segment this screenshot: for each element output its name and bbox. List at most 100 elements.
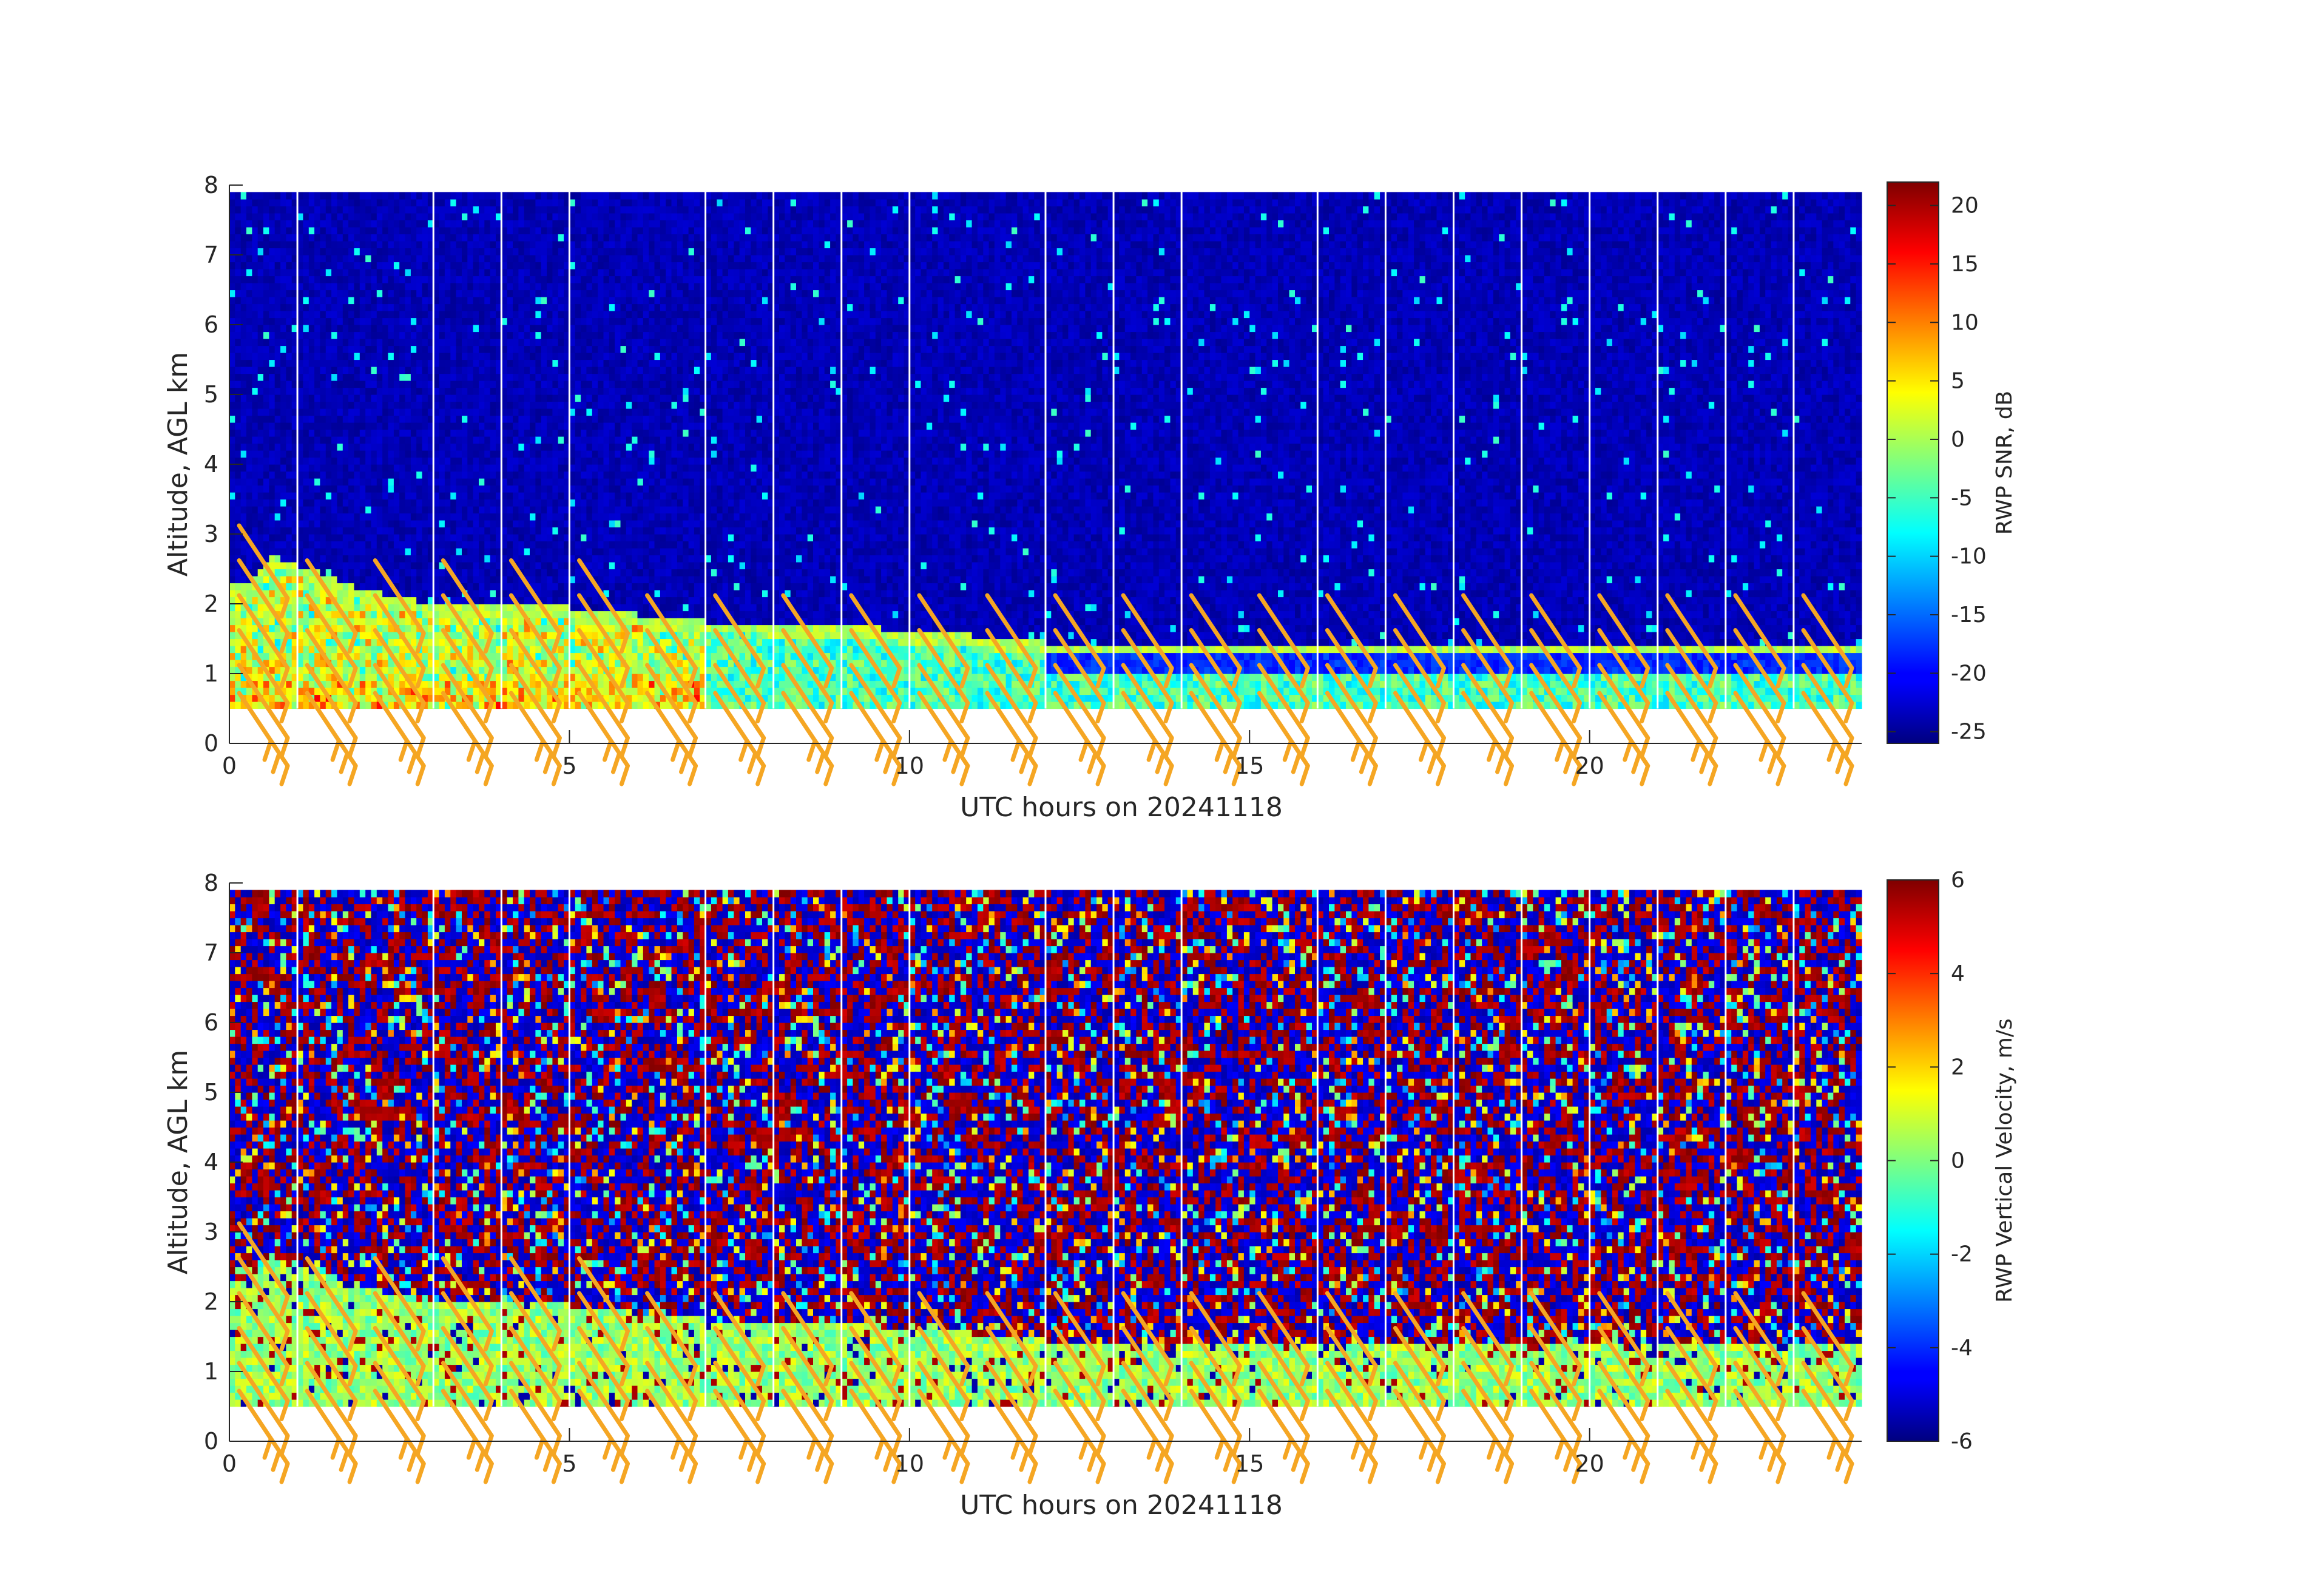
heatmap-cell bbox=[558, 276, 564, 283]
heatmap-cell bbox=[462, 269, 468, 277]
heatmap-cell bbox=[297, 289, 303, 297]
heatmap-cell bbox=[246, 583, 252, 590]
heatmap-cell bbox=[337, 283, 343, 291]
heatmap-cell bbox=[416, 387, 423, 395]
heatmap-cell bbox=[569, 325, 576, 333]
heatmap-cell bbox=[371, 610, 377, 618]
heatmap-cell bbox=[291, 569, 298, 577]
heatmap-cell bbox=[320, 241, 326, 249]
heatmap-cell bbox=[541, 694, 547, 702]
heatmap-cell bbox=[456, 394, 462, 402]
heatmap-cell bbox=[524, 646, 530, 654]
heatmap-cell bbox=[462, 220, 468, 228]
heatmap-cell bbox=[484, 618, 491, 626]
heatmap-cell bbox=[575, 527, 581, 535]
heatmap-cell bbox=[235, 638, 242, 646]
heatmap-cell bbox=[286, 283, 292, 291]
heatmap-cell bbox=[376, 618, 383, 626]
heatmap-cell bbox=[314, 632, 320, 640]
heatmap-cell bbox=[286, 331, 292, 339]
heatmap-cell bbox=[456, 206, 462, 214]
heatmap-cell bbox=[240, 269, 247, 277]
heatmap-cell bbox=[359, 429, 366, 437]
heatmap-cell bbox=[552, 408, 559, 416]
heatmap-cell bbox=[524, 367, 530, 374]
heatmap-cell bbox=[325, 359, 332, 367]
heatmap-cell bbox=[365, 485, 372, 493]
heatmap-cell bbox=[535, 303, 542, 311]
heatmap-cell bbox=[575, 241, 581, 249]
heatmap-cell bbox=[303, 353, 309, 360]
heatmap-cell bbox=[376, 436, 383, 444]
heatmap-cell bbox=[462, 569, 468, 577]
heatmap-cell bbox=[325, 331, 332, 339]
heatmap-cell bbox=[422, 555, 428, 563]
heatmap-cell bbox=[320, 408, 326, 416]
heatmap-cell bbox=[388, 227, 394, 235]
heatmap-cell bbox=[479, 610, 485, 618]
heatmap-cell bbox=[422, 289, 428, 297]
heatmap-cell bbox=[490, 492, 496, 500]
heatmap-cell bbox=[450, 353, 457, 360]
heatmap-cell bbox=[371, 471, 377, 479]
heatmap-cell bbox=[308, 213, 315, 221]
heatmap-cell bbox=[598, 303, 604, 311]
heatmap-cell bbox=[314, 513, 320, 521]
heatmap-cell bbox=[592, 562, 598, 570]
heatmap-cell bbox=[342, 331, 349, 339]
heatmap-cell bbox=[462, 394, 468, 402]
heatmap-cell bbox=[444, 367, 451, 374]
heatmap-cell bbox=[581, 534, 587, 542]
heatmap-cell bbox=[382, 527, 389, 535]
heatmap-cell bbox=[382, 199, 389, 207]
heatmap-cell bbox=[337, 450, 343, 458]
heatmap-cell bbox=[325, 227, 332, 235]
heatmap-cell bbox=[496, 660, 502, 668]
heatmap-cell bbox=[592, 527, 598, 535]
heatmap-cell bbox=[388, 471, 394, 479]
heatmap-cell bbox=[524, 311, 530, 319]
heatmap-cell bbox=[286, 478, 292, 486]
heatmap-cell bbox=[439, 331, 445, 339]
heatmap-cell bbox=[314, 387, 320, 395]
heatmap-cell bbox=[444, 457, 451, 465]
heatmap-cell bbox=[552, 311, 559, 319]
heatmap-cell bbox=[376, 520, 383, 528]
heatmap-cell bbox=[558, 429, 564, 437]
heatmap-cell bbox=[427, 408, 434, 416]
heatmap-cell bbox=[388, 297, 394, 305]
heatmap-cell bbox=[473, 317, 479, 325]
heatmap-cell bbox=[240, 359, 247, 367]
heatmap-cell bbox=[598, 283, 604, 291]
heatmap-cell bbox=[558, 478, 564, 486]
heatmap-cell bbox=[541, 513, 547, 521]
heatmap-cell bbox=[354, 234, 360, 242]
heatmap-cell bbox=[240, 680, 247, 688]
heatmap-cell bbox=[263, 527, 269, 535]
heatmap-cell bbox=[547, 206, 553, 214]
heatmap-cell bbox=[257, 471, 264, 479]
heatmap-cell bbox=[462, 674, 468, 681]
heatmap-cell bbox=[558, 660, 564, 668]
heatmap-cell bbox=[581, 415, 587, 423]
heatmap-cell bbox=[513, 276, 519, 283]
heatmap-cell bbox=[320, 289, 326, 297]
heatmap-cell bbox=[257, 450, 264, 458]
heatmap-cell bbox=[286, 583, 292, 590]
heatmap-cell bbox=[291, 213, 298, 221]
heatmap-cell bbox=[496, 289, 502, 297]
heatmap-cell bbox=[359, 680, 366, 688]
heatmap-cell bbox=[399, 443, 406, 451]
heatmap-cell bbox=[513, 583, 519, 590]
heatmap-cell bbox=[609, 646, 615, 654]
heatmap-cell bbox=[263, 513, 269, 521]
heatmap-cell bbox=[291, 660, 298, 668]
heatmap-cell bbox=[535, 213, 542, 221]
heatmap-cell bbox=[240, 492, 247, 500]
heatmap-cell bbox=[359, 666, 366, 674]
heatmap-cell bbox=[530, 227, 536, 235]
heatmap-cell bbox=[603, 583, 610, 590]
heatmap-cell bbox=[479, 367, 485, 374]
heatmap-cell bbox=[325, 464, 332, 472]
heatmap-cell bbox=[513, 311, 519, 319]
